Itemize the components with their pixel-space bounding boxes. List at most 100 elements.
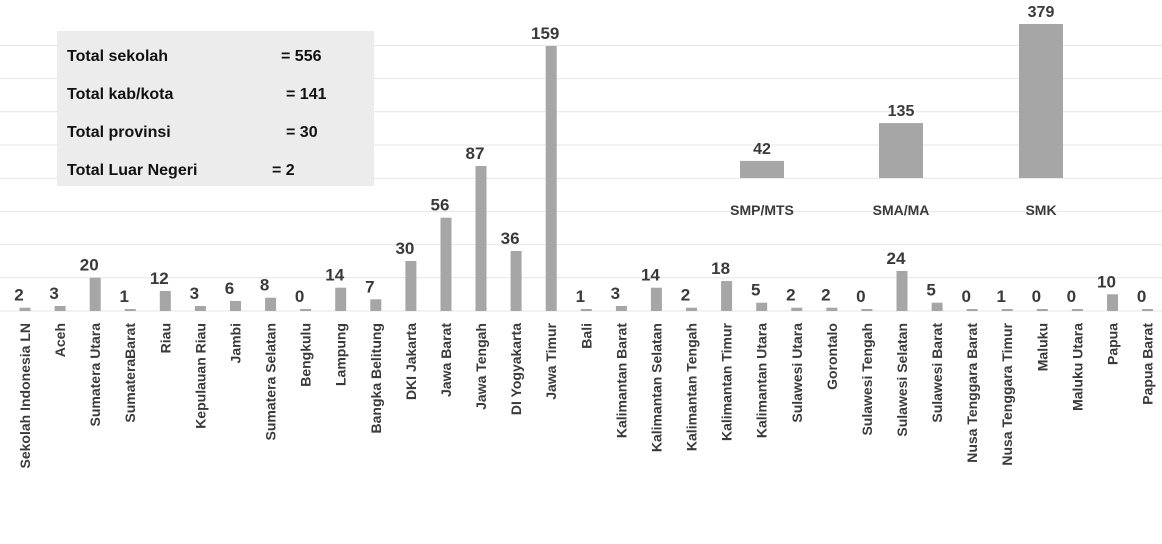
inset-bar-value-label: 135 <box>888 103 915 120</box>
bar-value-label: 159 <box>531 24 559 43</box>
bar <box>440 217 452 311</box>
bar-value-label: 1 <box>576 287 585 306</box>
bar-value-label: 2 <box>681 286 690 305</box>
category-label: Sulawesi Barat <box>929 323 945 423</box>
summary-label: Total kab/kota <box>67 86 174 103</box>
category-label: Kalimantan Utara <box>754 323 770 438</box>
inset-bar-value-label: 379 <box>1028 4 1055 21</box>
bar <box>650 287 662 311</box>
summary-value: = 30 <box>286 124 318 141</box>
bar <box>1071 309 1083 311</box>
bar <box>194 306 206 311</box>
category-label: Lampung <box>333 323 349 386</box>
category-label: Kalimantan Selatan <box>648 323 664 452</box>
bar-value-label: 2 <box>821 286 830 305</box>
bar-value-label: 5 <box>751 281 760 300</box>
category-label: Papua <box>1105 323 1121 365</box>
bar-value-label: 2 <box>786 286 795 305</box>
bar <box>405 261 417 311</box>
bar <box>370 299 382 311</box>
summary-value: = 141 <box>286 86 327 103</box>
category-label: Jawa Tengah <box>473 323 489 410</box>
bar <box>54 306 66 311</box>
bar-value-label: 0 <box>1032 287 1041 306</box>
bar <box>1036 309 1048 311</box>
category-label: Papua Barat <box>1140 323 1156 405</box>
category-label: Nusa Tenggara Barat <box>964 323 980 463</box>
inset-bar-value-label: 42 <box>753 141 771 158</box>
bar-value-label: 0 <box>961 287 970 306</box>
category-label: DI Yogyakarta <box>508 323 524 415</box>
bar-value-label: 1 <box>119 287 128 306</box>
bar <box>756 302 768 311</box>
category-label: Aceh <box>52 323 68 357</box>
category-label: Bangka Belitung <box>368 323 384 433</box>
bar <box>861 309 873 311</box>
summary-row-abroad: Total Luar Negeri = 2 <box>67 151 374 189</box>
summary-label: Total sekolah <box>67 48 169 65</box>
bar-value-label: 6 <box>225 279 234 298</box>
category-label: Jawa Barat <box>438 323 454 397</box>
category-label: Bengkulu <box>298 323 314 387</box>
bar <box>580 309 592 311</box>
category-label: Riau <box>157 323 173 353</box>
category-label: Sumatera Selatan <box>263 323 279 441</box>
category-label: Kalimantan Tengah <box>684 323 700 451</box>
bar-value-label: 14 <box>325 266 344 285</box>
bar-value-label: 36 <box>501 229 520 248</box>
bar-value-label: 3 <box>49 284 58 303</box>
bar-value-label: 24 <box>887 249 906 268</box>
inset-bar <box>1019 24 1063 178</box>
bar <box>335 287 347 311</box>
inset-category-label: SMK <box>1025 202 1056 218</box>
category-label: Maluku Utara <box>1069 323 1085 411</box>
bar-value-label: 10 <box>1097 272 1116 291</box>
bar-value-label: 56 <box>431 196 450 215</box>
bar <box>510 251 522 311</box>
school-level-inset-chart: 42 SMP/MTS 135 SMA/MA 379 SMK <box>730 4 1063 218</box>
inset-category-label: SMA/MA <box>873 202 930 218</box>
summary-row-provinces: Total provinsi = 30 <box>67 113 374 151</box>
inset-bar <box>879 123 923 178</box>
inset-bar <box>740 160 784 178</box>
bar-value-label: 1 <box>996 287 1005 306</box>
bar-value-label: 30 <box>395 239 414 258</box>
bar <box>721 281 733 311</box>
category-label: Kepulauan Riau <box>192 323 208 429</box>
inset-category-label: SMP/MTS <box>730 202 794 218</box>
bar <box>1142 309 1154 311</box>
bar-value-label: 14 <box>641 266 660 285</box>
bar <box>124 309 136 311</box>
summary-label: Total provinsi <box>67 124 171 141</box>
category-label: Sumatera Utara <box>87 323 103 427</box>
category-label: Nusa Tenggara Timur <box>999 322 1015 465</box>
bar <box>1001 309 1013 311</box>
category-label: Bali <box>578 323 594 349</box>
bar-value-label: 20 <box>80 256 99 275</box>
bar <box>966 309 978 311</box>
bar <box>265 297 277 311</box>
bar <box>89 277 101 311</box>
category-label: Sulawesi Utara <box>789 323 805 423</box>
summary-row-regencies: Total kab/kota = 141 <box>67 75 374 113</box>
bar-value-label: 87 <box>466 144 485 163</box>
bar-value-label: 2 <box>14 286 23 305</box>
bar <box>475 166 487 311</box>
category-label: Kalimantan Barat <box>613 323 629 438</box>
summary-label: Total Luar Negeri <box>67 162 198 179</box>
bar-value-label: 7 <box>365 277 374 296</box>
bar-value-label: 3 <box>611 284 620 303</box>
bar-value-label: 0 <box>1067 287 1076 306</box>
category-label: Sulawesi Tengah <box>859 323 875 436</box>
bar <box>545 46 557 311</box>
bar <box>931 302 943 311</box>
summary-box: Total sekolah = 556 Total kab/kota = 141… <box>57 31 374 186</box>
bar <box>896 271 908 311</box>
bar <box>230 301 241 311</box>
category-label: DKI Jakarta <box>403 323 419 400</box>
bar-value-label: 18 <box>711 259 730 278</box>
bar-value-label: 0 <box>295 287 304 306</box>
category-label: Jawa Timur <box>543 322 559 399</box>
category-label: Sulawesi Selatan <box>894 323 910 437</box>
